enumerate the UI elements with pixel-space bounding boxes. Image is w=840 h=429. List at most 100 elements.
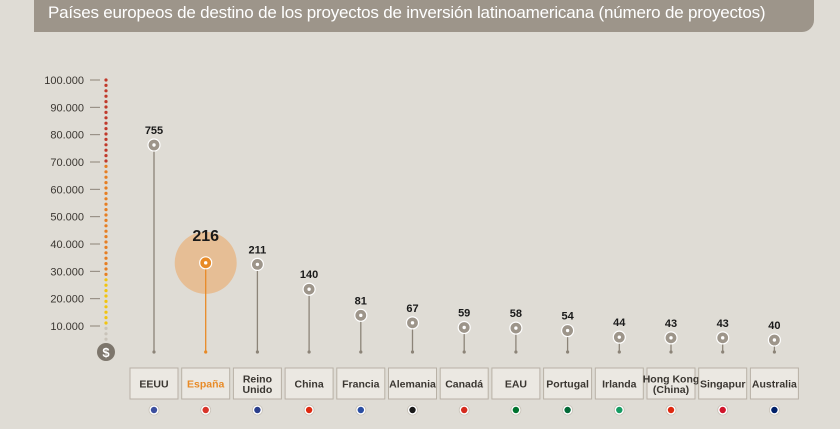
y-tick-label: 50.000	[50, 212, 84, 224]
y-tick-label: 30.000	[50, 266, 84, 278]
y-axis-dot	[104, 170, 108, 174]
y-tick-label: 10.000	[50, 321, 84, 333]
category-label: EAU	[505, 379, 527, 391]
y-axis-dot	[104, 105, 108, 109]
y-axis-dot	[104, 326, 108, 330]
category-label: China	[295, 379, 324, 391]
y-axis-dot	[104, 240, 108, 244]
value-label: 211	[249, 244, 267, 256]
flag-fill	[409, 406, 416, 414]
category-label: (China)	[653, 384, 689, 396]
stem-base	[359, 350, 363, 354]
flag-fill	[667, 406, 675, 414]
marker-pin-dot	[307, 287, 311, 291]
stem-base	[514, 350, 518, 354]
stem-base	[255, 350, 259, 354]
y-tick-label: 90.000	[50, 102, 84, 114]
marker-pin-dot	[255, 262, 260, 267]
chart-title: Países europeos de destino de los proyec…	[48, 3, 766, 22]
y-tick-label: 60.000	[50, 184, 84, 196]
marker-pin-dot	[617, 335, 621, 339]
flag-fill	[771, 406, 778, 414]
flag-fill	[512, 406, 520, 414]
y-axis-dot	[104, 191, 108, 195]
y-axis-dot	[104, 159, 108, 163]
y-tick-label: 80.000	[50, 130, 84, 142]
value-label: 67	[406, 303, 418, 315]
y-axis-dot	[104, 283, 108, 287]
category-box	[388, 367, 437, 400]
y-axis-dot	[104, 251, 108, 255]
flag-fill	[564, 406, 571, 414]
category-box	[543, 367, 593, 400]
stem-base	[721, 350, 725, 354]
y-axis-dot	[104, 229, 108, 233]
y-axis-dot	[104, 202, 108, 206]
value-label: 58	[510, 308, 522, 320]
value-label: 40	[768, 320, 780, 332]
category-label: Reino	[243, 373, 272, 385]
value-label: 216	[192, 228, 219, 245]
category-label: Australia	[752, 379, 797, 391]
category-box	[491, 367, 541, 400]
category-box	[646, 367, 696, 400]
category-label: Francia	[342, 379, 380, 391]
y-tick-label: 40.000	[50, 239, 84, 251]
y-axis-dot	[104, 197, 108, 201]
flag-fill	[305, 406, 313, 414]
category-box	[698, 367, 748, 400]
y-axis-dot	[104, 316, 108, 320]
y-axis-dot	[104, 278, 108, 282]
y-axis-dot	[104, 164, 108, 168]
value-label: 54	[561, 311, 574, 323]
y-axis-dot	[104, 143, 108, 147]
value-label: 59	[458, 307, 470, 319]
stem-base	[204, 350, 208, 354]
y-axis-dot	[104, 262, 108, 266]
marker-pin-dot	[772, 338, 777, 342]
category-label: Singapur	[700, 379, 746, 391]
y-axis-dot	[104, 78, 108, 82]
y-axis-dot	[104, 235, 108, 239]
category-label: Canadá	[445, 379, 483, 391]
y-axis-dot	[104, 337, 108, 341]
category-label: Irlanda	[602, 379, 637, 391]
stem-base	[462, 350, 466, 354]
category-label: Portugal	[546, 379, 589, 391]
marker-pin-dot	[410, 321, 415, 325]
stem-base	[410, 350, 415, 354]
marker-pin-dot	[152, 143, 156, 147]
category-box	[439, 367, 489, 400]
y-axis-dot	[104, 256, 108, 260]
category-box	[129, 367, 179, 400]
y-axis-dot	[104, 89, 108, 93]
marker-pin-dot	[359, 313, 363, 318]
marker-pin-dot	[204, 261, 208, 265]
y-axis-dot	[104, 186, 108, 190]
y-axis-dot	[104, 245, 108, 249]
stem-base	[617, 350, 621, 354]
y-axis-dot	[104, 267, 108, 271]
y-axis-dot	[104, 110, 108, 114]
category-label: Alemania	[389, 379, 436, 391]
y-axis-dot	[104, 224, 108, 228]
y-axis-dot	[104, 154, 108, 158]
flag-fill	[461, 406, 468, 414]
marker-pin-dot	[462, 325, 466, 330]
stem-base	[152, 350, 156, 354]
y-axis-dot	[104, 181, 108, 185]
y-axis-dot	[104, 83, 108, 87]
marker-pin-dot	[565, 328, 570, 333]
y-axis-dot	[104, 137, 108, 141]
marker-pin-dot	[721, 336, 725, 340]
y-axis-dot	[104, 116, 108, 120]
marker-pin-dot	[669, 336, 673, 340]
y-axis-dot	[104, 305, 108, 309]
y-axis-dot	[104, 208, 108, 212]
y-axis-dot	[104, 332, 108, 336]
value-label: 43	[665, 318, 677, 330]
category-box	[749, 367, 799, 400]
y-axis-dot	[104, 294, 108, 298]
flag-fill	[616, 406, 623, 414]
y-axis-dot	[104, 272, 108, 276]
